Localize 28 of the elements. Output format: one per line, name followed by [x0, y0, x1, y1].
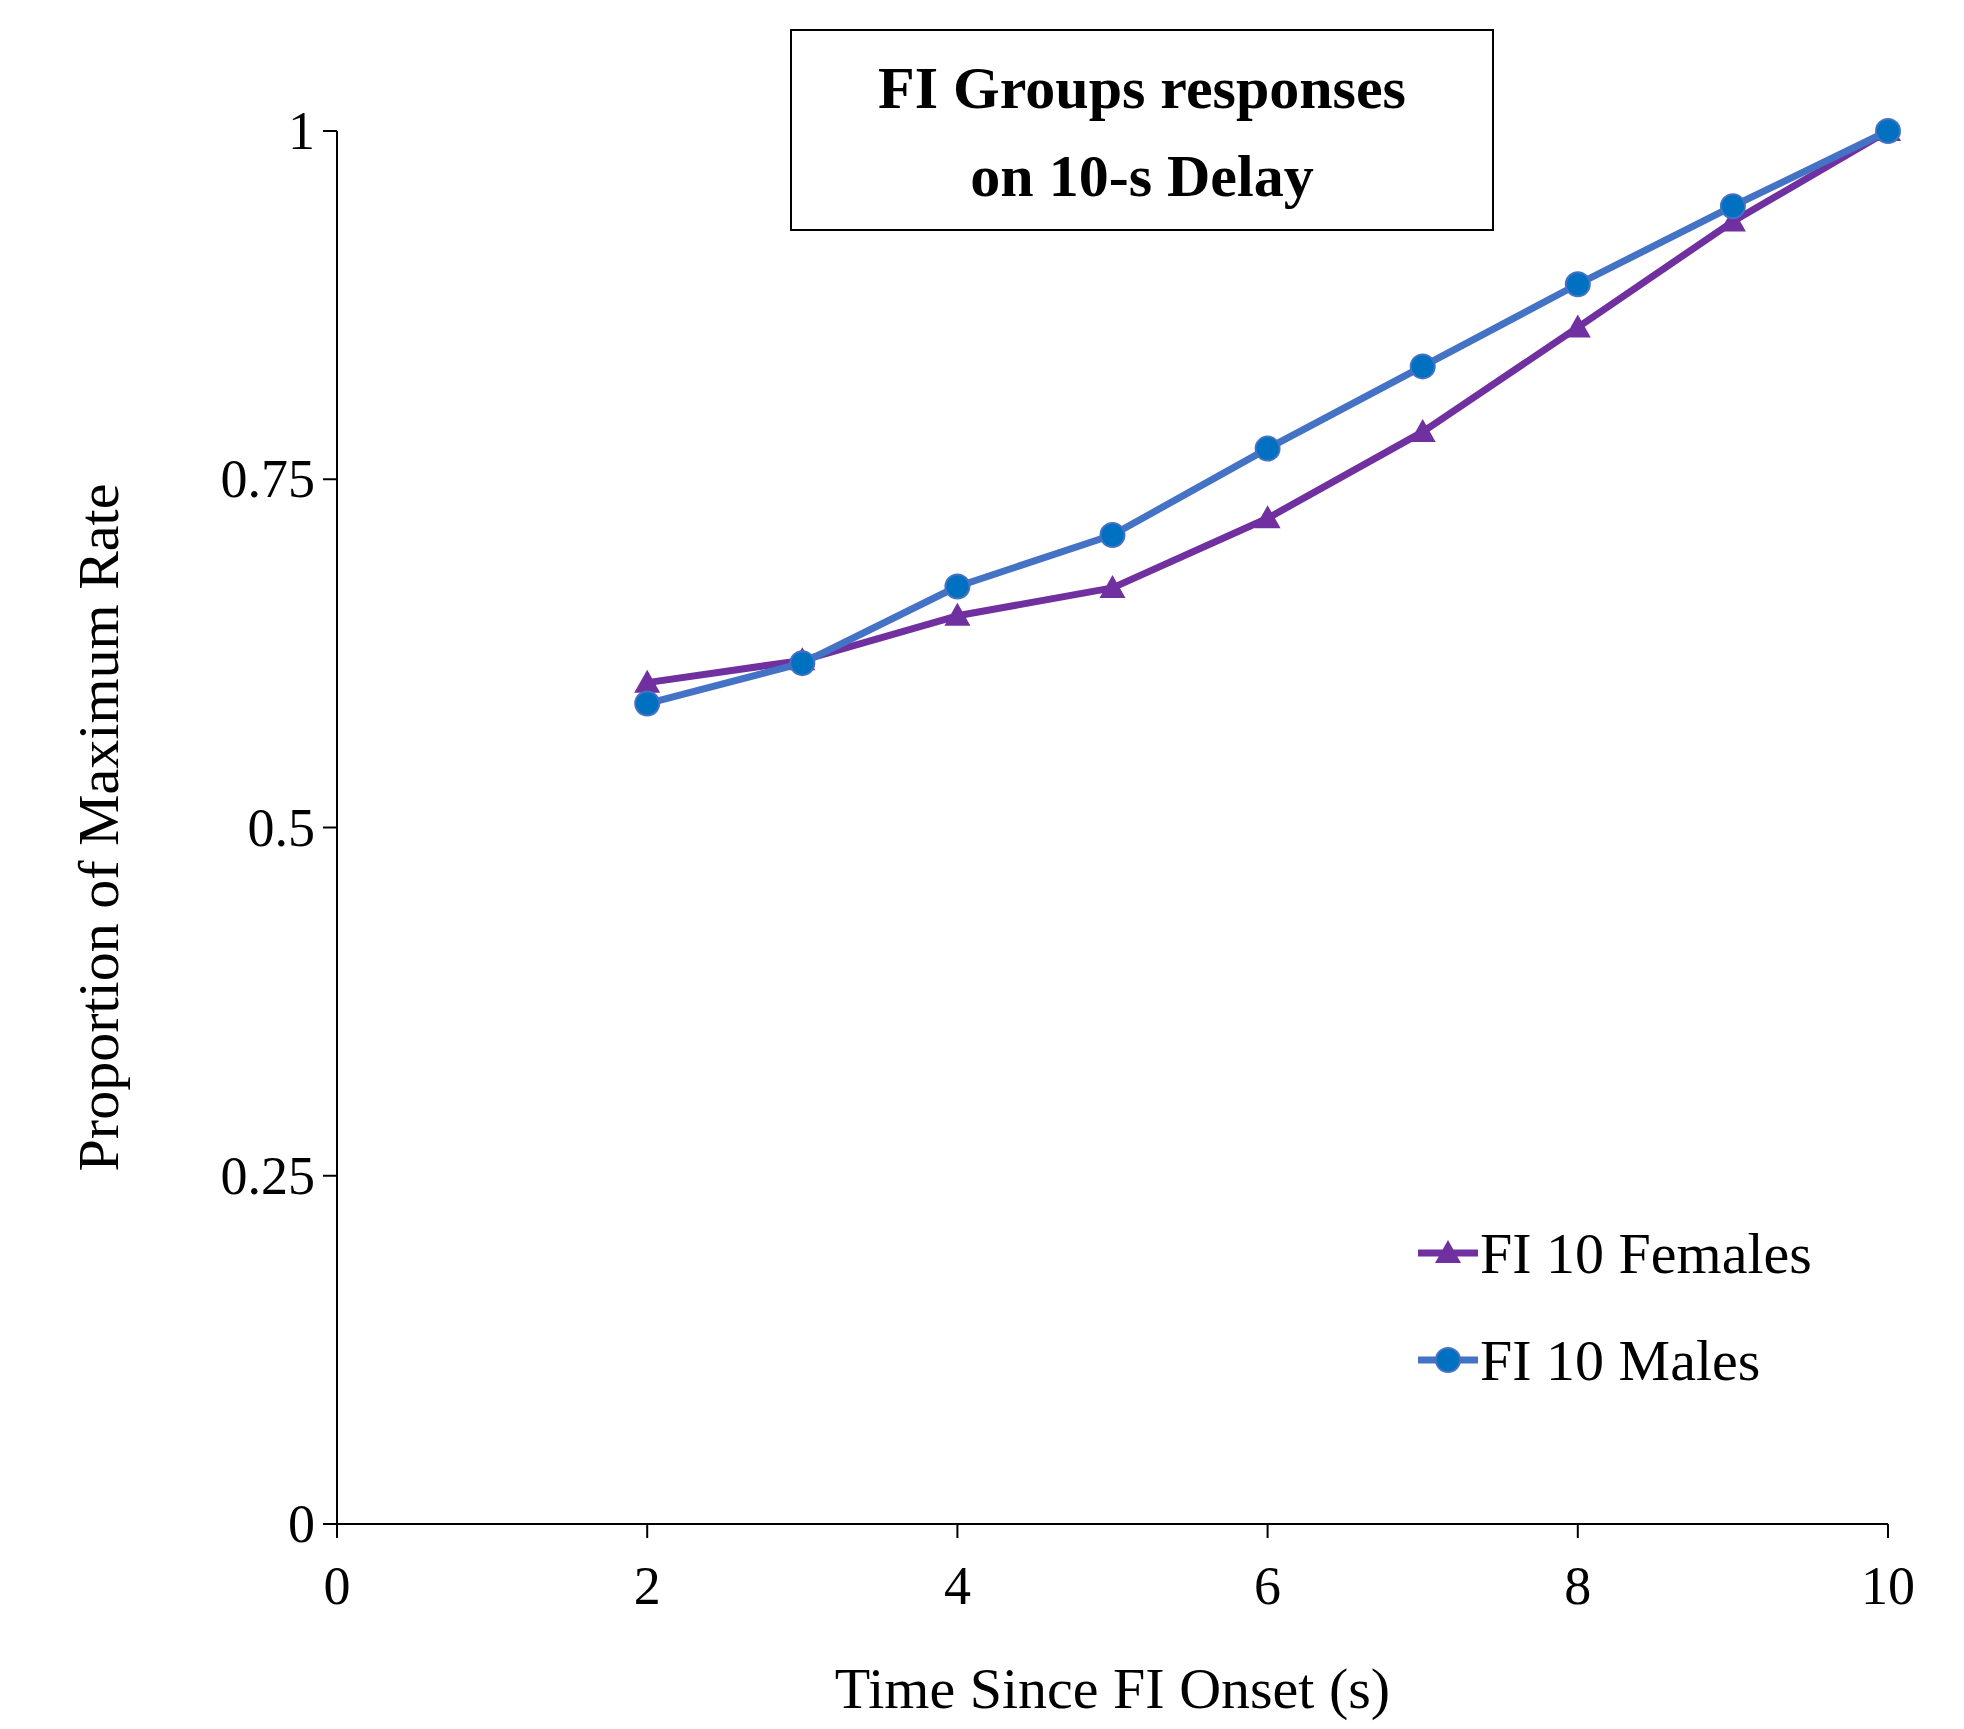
x-tick-label: 4 — [943, 1556, 971, 1616]
point — [944, 573, 971, 600]
point — [1719, 193, 1746, 220]
point — [1409, 418, 1436, 442]
x-tick-label: 8 — [1564, 1556, 1592, 1616]
x-axis-title: Time Since FI Onset (s) — [834, 1656, 1391, 1721]
x-tick-label: 6 — [1254, 1556, 1282, 1616]
legend-label: FI 10 Males — [1480, 1327, 1761, 1393]
y-tick-label: 0.75 — [220, 449, 315, 510]
point — [1099, 574, 1126, 598]
x-tick-label: 2 — [633, 1556, 661, 1616]
point — [634, 669, 661, 693]
y-tick-label: 0.25 — [220, 1145, 315, 1206]
legend-label: FI 10 Females — [1480, 1220, 1812, 1286]
point — [1254, 435, 1281, 462]
x-tick-label: 10 — [1861, 1556, 1915, 1616]
y-tick-label: 0.5 — [247, 797, 315, 858]
y-axis-title: Proportion of Maximum Rate — [66, 483, 131, 1172]
point — [1409, 353, 1436, 380]
y-tick-label: 0 — [288, 1494, 315, 1554]
y-tick-label: 1 — [288, 101, 315, 161]
point — [944, 602, 971, 626]
point — [1254, 505, 1281, 529]
chart-title: FI Groups responses on 10-s Delay — [878, 55, 1406, 209]
point — [1564, 271, 1591, 298]
point — [789, 650, 816, 677]
point — [1099, 521, 1126, 548]
point — [634, 690, 661, 717]
